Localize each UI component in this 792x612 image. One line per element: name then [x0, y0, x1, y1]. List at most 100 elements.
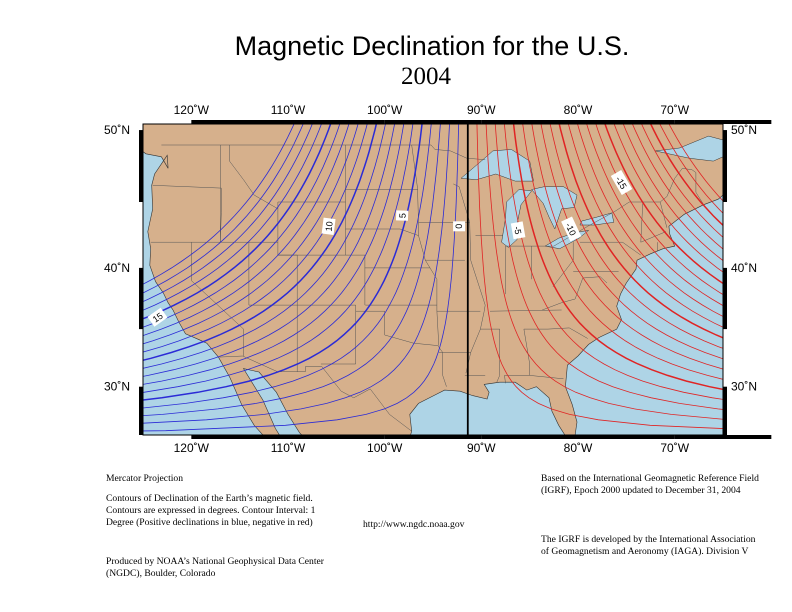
longitude-label: 100˚W	[367, 441, 403, 455]
negative-declination-contour	[531, 124, 723, 370]
negative-declination-contour	[649, 124, 723, 227]
contour-label-bg	[561, 216, 582, 242]
contour-label: -5	[510, 221, 526, 240]
contour-label-bg	[147, 307, 168, 327]
negative-declination-contour	[522, 124, 723, 380]
positive-declination-contour	[143, 124, 423, 401]
frame-tick	[139, 386, 143, 435]
contour-label: -15	[610, 169, 633, 196]
latitude-label: 50˚N	[104, 123, 130, 137]
frame-tick	[191, 120, 288, 124]
positive-declination-contour	[143, 124, 405, 385]
contour-label-text: -10	[563, 221, 578, 237]
positive-declination-contour	[143, 124, 460, 432]
longitude-label: 80˚W	[564, 103, 593, 117]
longitude-label: 100˚W	[367, 103, 403, 117]
negative-declination-contour	[476, 124, 723, 429]
contour-label-text: 0	[454, 224, 464, 229]
latitude-label: 40˚N	[731, 261, 757, 275]
positive-declination-contour	[143, 124, 441, 417]
frame-tick	[139, 130, 143, 202]
frame-tick	[578, 435, 675, 439]
great-lakes	[460, 135, 723, 249]
map-subtitle: 2004	[401, 63, 451, 90]
longitude-label: 120˚W	[174, 103, 210, 117]
latitude-labels-right: 50˚N 40˚N 30˚N	[731, 123, 757, 394]
ngdc-url: http://www.ngdc.noaa.gov	[363, 519, 465, 530]
negative-declination-contour	[641, 124, 723, 238]
latitude-label: 30˚N	[731, 380, 757, 394]
negative-declination-contour	[540, 124, 723, 360]
contour-note: Contours of Declination of the Earth’s m…	[106, 493, 316, 528]
positive-declination-contour	[143, 124, 378, 361]
longitude-label: 80˚W	[564, 441, 593, 455]
positive-declination-contour	[143, 124, 295, 285]
positive-declination-contour	[143, 124, 450, 424]
longitude-label: 110˚W	[271, 441, 306, 455]
positive-declination-contour	[143, 124, 332, 320]
frame-tick	[723, 386, 727, 435]
positive-declination-contour	[143, 124, 359, 345]
frame-tick	[674, 435, 772, 439]
contour-label: -10	[561, 216, 582, 242]
positive-declination-contour	[143, 124, 414, 393]
frame-tick	[288, 120, 385, 124]
contour-labels: 15 10 5 0 -5 -10 -15	[147, 169, 633, 327]
frame-tick	[481, 120, 578, 124]
latitude-label: 40˚N	[104, 261, 130, 275]
negative-declination-contour	[659, 124, 723, 214]
negative-declination-contour	[632, 124, 723, 250]
longitude-label: 110˚W	[271, 103, 306, 117]
state-borders	[150, 144, 704, 432]
longitude-label: 120˚W	[174, 441, 210, 455]
contour-label-text: 15	[151, 311, 165, 325]
longitude-label: 70˚W	[660, 103, 689, 117]
frame-ticks	[139, 120, 772, 439]
frame-tick	[384, 120, 482, 124]
negative-declination-contour	[577, 124, 723, 317]
producer-note: Produced by NOAA’s National Geophysical …	[106, 556, 324, 579]
contour-label-text: 5	[398, 213, 408, 218]
frame-tick	[384, 435, 482, 439]
longitude-labels-top: 120˚W 110˚W 100˚W 90˚W 80˚W 70˚W	[174, 103, 690, 117]
frame-tick	[723, 267, 727, 330]
negative-declination-contour	[604, 124, 723, 285]
frame-tick	[191, 435, 288, 439]
frame-tick	[578, 120, 675, 124]
longitude-label: 90˚W	[467, 441, 496, 455]
contour-label-text: 10	[324, 221, 335, 232]
negative-declination-contour	[613, 124, 723, 273]
longitude-label: 90˚W	[467, 103, 496, 117]
positive-declination-contour	[143, 124, 386, 369]
contour-label: 15	[147, 307, 168, 327]
declination-contours	[143, 124, 723, 435]
frame-tick	[723, 130, 727, 202]
positive-declination-contour	[143, 124, 396, 377]
positive-declination-contour	[143, 124, 350, 336]
contour-label-text: -5	[512, 226, 523, 236]
contour-label-bg	[610, 169, 633, 196]
positive-declination-contour	[143, 124, 322, 311]
longitude-label: 70˚W	[660, 441, 689, 455]
frame-tick	[288, 435, 385, 439]
negative-declination-contour	[485, 124, 723, 420]
negative-declination-contour	[668, 124, 723, 202]
contour-label-bg	[321, 217, 336, 235]
frame-tick	[139, 267, 143, 330]
latitude-labels-left: 50˚N 40˚N 30˚N	[104, 123, 130, 394]
positive-declination-contour	[143, 124, 432, 409]
positive-declination-contour	[143, 124, 313, 302]
negative-declination-contour	[567, 124, 723, 328]
map-title: Magnetic Declination for the U.S.	[234, 31, 630, 61]
negative-declination-contour	[503, 124, 723, 400]
iaga-note: The IGRF is developed by the Internation…	[541, 534, 756, 557]
negative-declination-contour	[586, 124, 723, 306]
latitude-label: 30˚N	[104, 380, 130, 394]
projection-note: Mercator Projection	[106, 473, 183, 484]
negative-declination-contour	[622, 124, 723, 262]
negative-declination-contour	[558, 124, 723, 339]
map-body: 15 10 5 0 -5 -10 -15	[143, 124, 723, 435]
frame-tick	[674, 120, 772, 124]
contour-label: 5	[395, 210, 409, 221]
